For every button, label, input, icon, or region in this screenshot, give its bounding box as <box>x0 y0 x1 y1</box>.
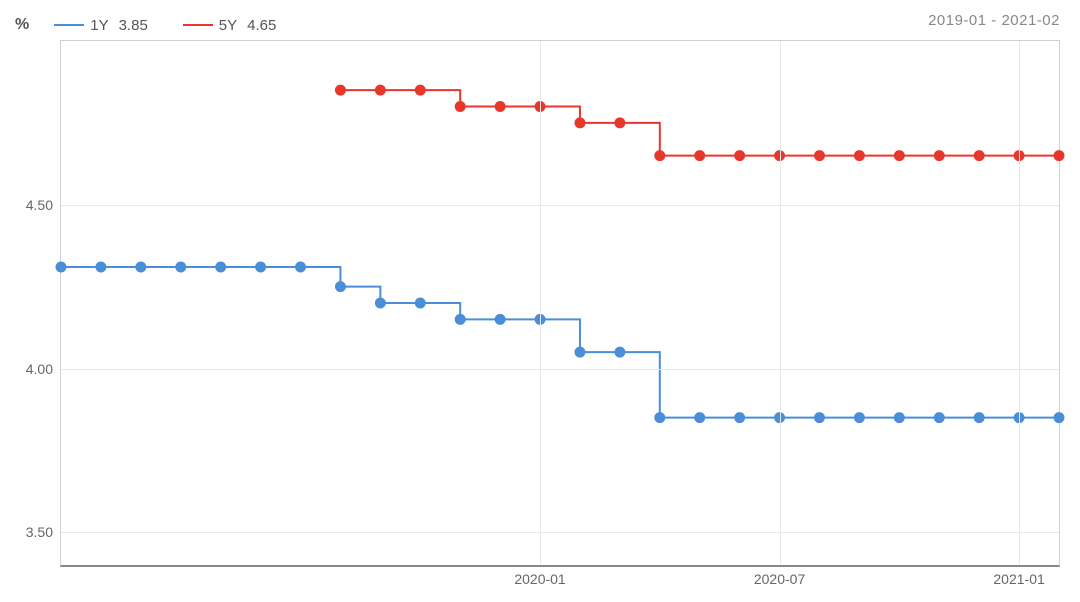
series-marker-5Y <box>375 85 386 96</box>
series-marker-1Y <box>175 261 186 272</box>
series-marker-5Y <box>574 117 585 128</box>
series-marker-5Y <box>335 85 346 96</box>
series-marker-5Y <box>734 150 745 161</box>
y-axis-unit: % <box>15 16 29 34</box>
series-marker-5Y <box>1054 150 1065 161</box>
gridline-horizontal <box>61 532 1059 533</box>
series-marker-1Y <box>814 412 825 423</box>
chart-svg <box>61 41 1059 565</box>
series-marker-1Y <box>335 281 346 292</box>
legend-value-1y: 3.85 <box>119 17 148 34</box>
series-marker-1Y <box>56 261 67 272</box>
x-tick-label: 2020-07 <box>754 565 805 587</box>
series-marker-5Y <box>415 85 426 96</box>
series-marker-5Y <box>455 101 466 112</box>
legend-item-1y: 1Y 3.85 <box>54 17 148 34</box>
series-marker-1Y <box>694 412 705 423</box>
series-marker-5Y <box>495 101 506 112</box>
gridline-horizontal <box>61 205 1059 206</box>
series-marker-1Y <box>734 412 745 423</box>
series-marker-1Y <box>455 314 466 325</box>
date-range-label: 2019-01 - 2021-02 <box>928 12 1060 29</box>
series-marker-5Y <box>934 150 945 161</box>
series-marker-1Y <box>375 298 386 309</box>
series-line-5Y <box>340 90 1059 156</box>
series-marker-1Y <box>894 412 905 423</box>
series-marker-5Y <box>894 150 905 161</box>
series-marker-1Y <box>654 412 665 423</box>
series-marker-1Y <box>415 298 426 309</box>
series-marker-5Y <box>974 150 985 161</box>
series-marker-1Y <box>135 261 146 272</box>
y-tick-label: 3.50 <box>26 524 61 540</box>
series-marker-1Y <box>574 347 585 358</box>
series-marker-1Y <box>255 261 266 272</box>
series-marker-1Y <box>614 347 625 358</box>
series-marker-5Y <box>614 117 625 128</box>
gridline-vertical <box>1019 41 1020 565</box>
series-marker-1Y <box>854 412 865 423</box>
x-tick-label: 2020-01 <box>514 565 565 587</box>
series-line-1Y <box>61 267 1059 418</box>
series-marker-5Y <box>854 150 865 161</box>
series-marker-5Y <box>814 150 825 161</box>
series-marker-1Y <box>1054 412 1065 423</box>
legend-swatch-1y <box>54 24 84 26</box>
series-marker-1Y <box>295 261 306 272</box>
series-marker-1Y <box>495 314 506 325</box>
series-marker-1Y <box>934 412 945 423</box>
y-tick-label: 4.00 <box>26 361 61 377</box>
legend-item-5y: 5Y 4.65 <box>183 17 277 34</box>
legend-label-5y: 5Y <box>219 17 237 34</box>
series-marker-5Y <box>694 150 705 161</box>
legend-swatch-5y <box>183 24 213 26</box>
chart-plot-area: 3.504.004.502020-012020-072021-01 <box>60 40 1060 567</box>
series-marker-5Y <box>654 150 665 161</box>
gridline-horizontal <box>61 369 1059 370</box>
legend-label-1y: 1Y <box>90 17 108 34</box>
chart-header: % 1Y 3.85 5Y 4.65 <box>10 10 1070 40</box>
x-tick-label: 2021-01 <box>993 565 1044 587</box>
series-marker-1Y <box>95 261 106 272</box>
gridline-vertical <box>540 41 541 565</box>
gridline-vertical <box>780 41 781 565</box>
y-tick-label: 4.50 <box>26 197 61 213</box>
legend-value-5y: 4.65 <box>247 17 276 34</box>
series-marker-1Y <box>974 412 985 423</box>
series-marker-1Y <box>215 261 226 272</box>
